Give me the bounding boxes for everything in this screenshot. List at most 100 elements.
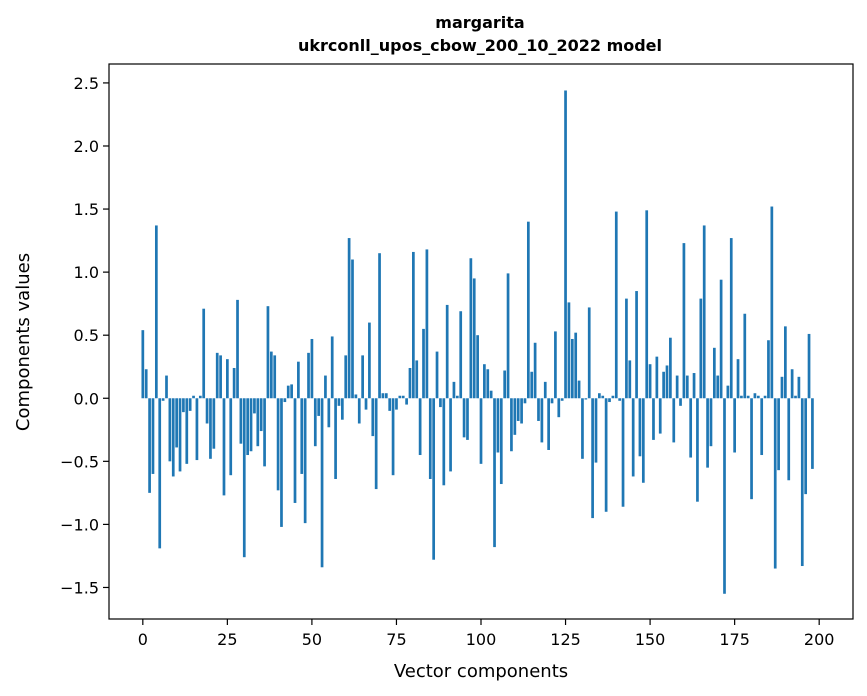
bar-60 bbox=[344, 355, 348, 399]
bar-62 bbox=[351, 259, 354, 399]
y-tick-label: 0.0 bbox=[74, 389, 99, 408]
bar-76 bbox=[398, 395, 402, 399]
bar-43 bbox=[286, 385, 290, 399]
y-tick-label: −0.5 bbox=[60, 452, 99, 471]
bar-46 bbox=[297, 361, 300, 399]
bar-9 bbox=[171, 398, 175, 477]
bar-68 bbox=[371, 398, 375, 437]
bar-135 bbox=[598, 393, 601, 399]
bar-31 bbox=[246, 398, 250, 456]
bar-41 bbox=[280, 398, 283, 527]
bar-57 bbox=[334, 398, 337, 479]
bar-118 bbox=[540, 398, 544, 443]
bar-92 bbox=[452, 381, 456, 399]
bar-102 bbox=[486, 369, 490, 399]
bar-80 bbox=[412, 251, 415, 399]
bar-121 bbox=[550, 398, 554, 404]
bar-114 bbox=[526, 221, 530, 399]
bar-25 bbox=[226, 359, 229, 399]
bar-3 bbox=[151, 398, 155, 474]
bar-90 bbox=[445, 304, 449, 399]
bar-22 bbox=[215, 352, 219, 399]
bar-95 bbox=[462, 398, 466, 438]
bar-94 bbox=[459, 311, 463, 399]
bar-168 bbox=[709, 398, 713, 447]
bar-51 bbox=[313, 398, 317, 447]
bar-97 bbox=[469, 258, 473, 399]
bar-144 bbox=[628, 360, 632, 399]
bar-182 bbox=[756, 395, 760, 399]
bar-83 bbox=[422, 328, 425, 399]
y-axis-ticks: −1.5 −1.0 −0.5 0.0 0.5 1.0 1.5 2.0 2.5 bbox=[60, 74, 109, 597]
bar-87 bbox=[435, 351, 439, 399]
bar-147 bbox=[638, 398, 642, 457]
bar-133 bbox=[591, 398, 594, 519]
bar-64 bbox=[357, 398, 361, 424]
bar-185 bbox=[767, 340, 770, 399]
bar-13 bbox=[185, 398, 189, 464]
bar-164 bbox=[696, 398, 699, 502]
bar-17 bbox=[198, 395, 202, 399]
bar-166 bbox=[702, 225, 706, 399]
bar-88 bbox=[439, 398, 442, 408]
bar-7 bbox=[165, 375, 168, 399]
y-tick-label: 2.0 bbox=[74, 137, 99, 156]
bar-55 bbox=[327, 398, 331, 428]
bar-127 bbox=[570, 338, 574, 399]
bar-156 bbox=[669, 337, 672, 399]
bar-44 bbox=[290, 384, 293, 399]
x-tick-label: 25 bbox=[217, 630, 237, 649]
bar-111 bbox=[516, 398, 520, 421]
bar-152 bbox=[655, 356, 659, 399]
bar-151 bbox=[652, 398, 655, 440]
bar-78 bbox=[405, 398, 408, 405]
bar-16 bbox=[195, 398, 199, 461]
bar-153 bbox=[658, 398, 662, 434]
bar-136 bbox=[601, 395, 605, 399]
bar-34 bbox=[256, 398, 260, 447]
bar-188 bbox=[777, 398, 780, 471]
bar-54 bbox=[324, 375, 327, 399]
bar-178 bbox=[743, 313, 747, 399]
bar-77 bbox=[401, 395, 405, 399]
bar-125 bbox=[564, 90, 567, 399]
bar-14 bbox=[188, 398, 192, 411]
x-tick-label: 100 bbox=[466, 630, 497, 649]
bar-174 bbox=[729, 238, 733, 399]
bar-4 bbox=[154, 225, 158, 399]
bar-36 bbox=[263, 398, 266, 467]
bar-138 bbox=[608, 398, 611, 403]
bar-148 bbox=[641, 398, 645, 483]
bar-8 bbox=[168, 398, 172, 462]
x-tick-label: 175 bbox=[719, 630, 750, 649]
bar-81 bbox=[415, 360, 419, 399]
bar-190 bbox=[784, 326, 787, 399]
bar-79 bbox=[408, 367, 412, 399]
bar-108 bbox=[506, 273, 510, 399]
bar-5 bbox=[158, 398, 162, 549]
bar-107 bbox=[503, 370, 507, 399]
y-tick-label: −1.5 bbox=[60, 578, 99, 597]
bar-109 bbox=[510, 398, 513, 452]
bar-19 bbox=[205, 398, 209, 424]
bar-45 bbox=[293, 398, 297, 503]
bar-116 bbox=[533, 342, 537, 399]
bar-154 bbox=[662, 371, 665, 399]
bar-49 bbox=[307, 352, 310, 399]
bar-124 bbox=[560, 398, 564, 401]
bar-24 bbox=[222, 398, 226, 496]
bar-63 bbox=[354, 394, 358, 399]
bar-98 bbox=[472, 278, 476, 399]
bar-183 bbox=[760, 398, 764, 456]
bar-119 bbox=[543, 381, 547, 399]
bar-12 bbox=[182, 398, 185, 413]
bar-145 bbox=[631, 398, 635, 477]
bar-195 bbox=[800, 398, 804, 567]
bar-198 bbox=[811, 398, 814, 469]
bar-159 bbox=[679, 398, 682, 406]
chart-subtitle: ukrconll_upos_cbow_200_10_2022 model bbox=[298, 36, 662, 55]
bar-115 bbox=[530, 371, 534, 399]
bar-30 bbox=[242, 398, 246, 558]
bar-50 bbox=[310, 338, 314, 399]
